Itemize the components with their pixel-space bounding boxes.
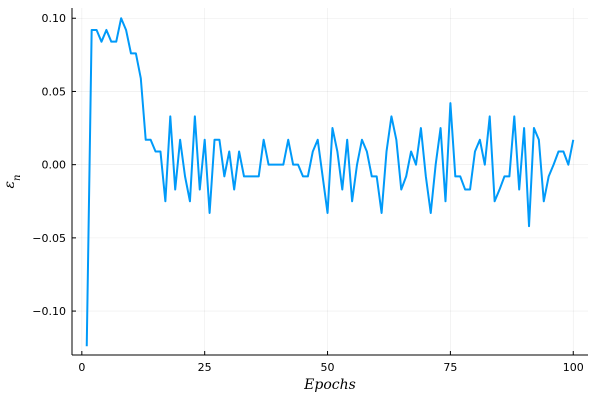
axes (71, 8, 588, 356)
x-tick-label: 100 (563, 361, 584, 374)
y-tick-label: 0.10 (42, 12, 67, 25)
series-layer (85, 17, 575, 347)
grid-lines (72, 8, 588, 355)
y-tick-label: −0.10 (32, 305, 66, 318)
x-tick-label: 75 (443, 361, 457, 374)
x-tick-label: 25 (198, 361, 212, 374)
x-axis-title: Epochs (303, 377, 356, 393)
x-tick-label: 0 (78, 361, 85, 374)
y-axis-title: εn (2, 175, 23, 189)
x-tick-label: 50 (321, 361, 335, 374)
y-tick-label: 0.05 (42, 85, 67, 98)
series-line (85, 17, 575, 347)
axis-ticks: 0 25 50 75 100 −0.10 −0.05 0.00 0.05 0.10 (32, 12, 583, 374)
y-tick-label: 0.00 (42, 159, 67, 172)
y-tick-label: −0.05 (32, 232, 66, 245)
